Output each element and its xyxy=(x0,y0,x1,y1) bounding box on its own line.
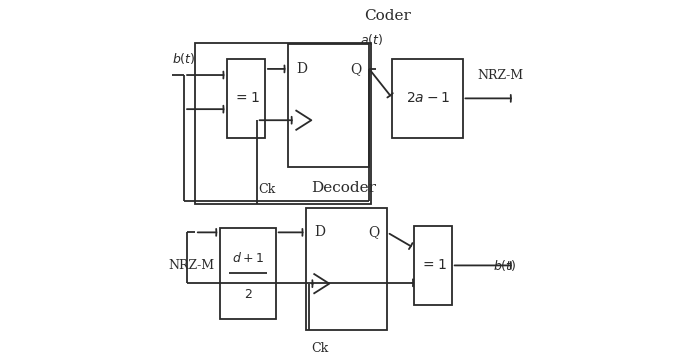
Text: NRZ-M: NRZ-M xyxy=(477,68,524,81)
Bar xyxy=(220,228,276,319)
Text: Coder: Coder xyxy=(364,9,411,23)
Text: Decoder: Decoder xyxy=(312,181,376,195)
Text: D: D xyxy=(297,62,308,76)
Text: $2$: $2$ xyxy=(244,288,252,301)
Text: Ck: Ck xyxy=(311,342,328,355)
Bar xyxy=(227,59,265,138)
Bar xyxy=(414,226,452,305)
Bar xyxy=(392,59,462,138)
Text: $2a - 1$: $2a - 1$ xyxy=(405,91,449,105)
Text: Q: Q xyxy=(350,62,361,76)
Text: D: D xyxy=(314,226,325,239)
Bar xyxy=(288,45,369,167)
Text: $b(t)$: $b(t)$ xyxy=(493,258,517,273)
Bar xyxy=(195,43,371,205)
Text: Q: Q xyxy=(368,226,379,239)
Text: $= 1$: $= 1$ xyxy=(233,91,259,105)
Text: $= 1$: $= 1$ xyxy=(420,258,447,273)
Text: NRZ-M: NRZ-M xyxy=(169,259,215,272)
Bar xyxy=(306,208,387,330)
Text: $a(t)$: $a(t)$ xyxy=(360,31,383,47)
Text: $b(t)$: $b(t)$ xyxy=(172,51,196,66)
Text: Ck: Ck xyxy=(259,183,276,196)
Text: $d + 1$: $d + 1$ xyxy=(232,251,264,265)
